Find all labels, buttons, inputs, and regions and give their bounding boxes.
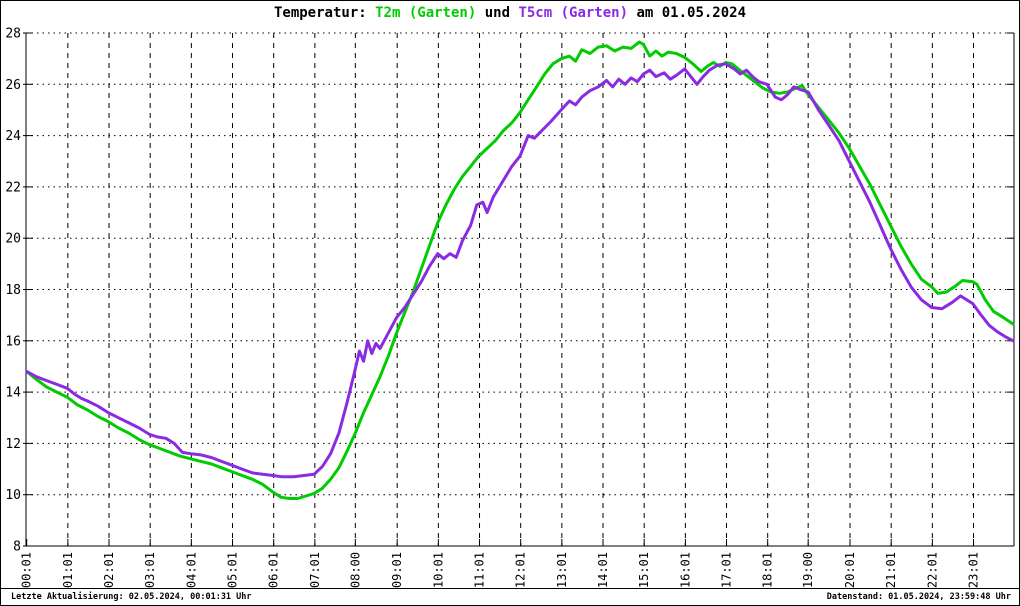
x-tick-label: 03:01	[143, 552, 157, 588]
x-tick-label: 22:01	[925, 552, 939, 588]
x-tick-label: 21:01	[884, 552, 898, 588]
y-tick-label: 22	[5, 180, 21, 195]
x-tick-label: 01:01	[61, 552, 75, 588]
x-tick-label: 16:01	[678, 552, 692, 588]
title-series1-t2m: T2m (Garten)	[375, 5, 477, 21]
y-tick-label: 12	[5, 437, 21, 452]
x-tick-label: 19:00	[801, 552, 815, 588]
x-tick-label: 08:00	[348, 552, 362, 588]
y-tick-label: 18	[5, 283, 21, 298]
x-tick-label: 20:01	[843, 552, 857, 588]
t5cm-line	[25, 62, 1015, 479]
x-tick-label: 12:01	[514, 552, 528, 588]
x-tick-label: 00:01	[20, 552, 34, 588]
x-tick-label: 07:01	[308, 552, 322, 588]
title-connector: und	[476, 5, 519, 21]
x-tick-label: 11:01	[473, 552, 487, 588]
y-tick-label: 24	[5, 129, 21, 144]
x-tick-label: 06:01	[267, 552, 281, 588]
x-tick-label: 09:01	[390, 552, 404, 588]
footer-data-status: Datenstand: 01.05.2024, 23:59:48 Uhr	[826, 592, 1011, 602]
title-suffix: am 01.05.2024	[628, 5, 747, 21]
y-tick-label: 16	[5, 334, 21, 349]
x-tick-label: 04:01	[184, 552, 198, 588]
x-tick-label: 17:01	[720, 552, 734, 588]
footer-bar: Letzte Aktualisierung: 02.05.2024, 00:01…	[1, 588, 1019, 605]
t2m-line	[25, 40, 1015, 500]
y-tick-label: 28	[5, 27, 21, 42]
x-tick-label: 14:01	[596, 552, 610, 588]
footer-last-update: Letzte Aktualisierung: 02.05.2024, 00:01…	[11, 592, 252, 602]
y-tick-label: 26	[5, 78, 21, 93]
y-tick-label: 10	[5, 488, 21, 503]
x-tick-label: 15:01	[637, 552, 651, 588]
x-tick-label: 23:01	[967, 552, 981, 588]
title-prefix: Temperatur:	[273, 5, 376, 21]
y-tick-label: 8	[13, 540, 21, 555]
y-tick-label: 20	[5, 232, 21, 247]
x-tick-label: 13:01	[555, 552, 569, 588]
chart-title: Temperatur: T2m (Garten) und T5cm (Garte…	[1, 5, 1019, 21]
x-tick-label: 05:01	[226, 552, 240, 588]
temperature-plot: 8 10 12 14 16 18 20 22 24 26 28 00:01 01:01 02:01 03:0…	[5, 27, 1015, 588]
x-tick-label: 02:01	[102, 552, 116, 588]
x-tick-label: 18:01	[761, 552, 775, 588]
title-series2-t5cm: T5cm (Garten)	[518, 5, 629, 21]
x-tick-label: 10:01	[431, 552, 445, 588]
y-tick-label: 14	[5, 386, 21, 401]
